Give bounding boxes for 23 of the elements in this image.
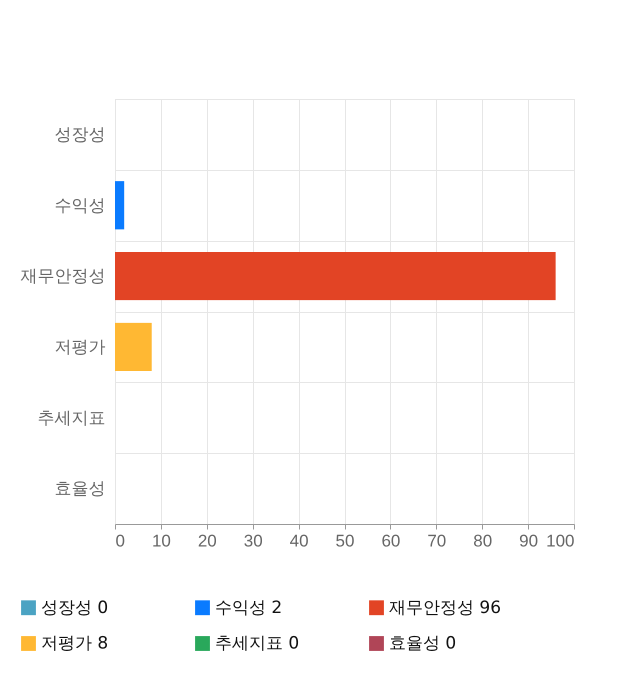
legend-label: 추세지표 0 [215, 634, 300, 654]
x-tick-label: 70 [427, 532, 446, 550]
legend-label: 성장성 0 [41, 598, 108, 618]
legend-label: 수익성 2 [215, 598, 282, 618]
legend-label: 저평가 8 [41, 634, 108, 654]
x-tick-label: 80 [473, 532, 492, 550]
y-tick-label: 효율성 [54, 479, 106, 500]
x-tick-label: 60 [381, 532, 400, 550]
x-tick-label: 40 [290, 532, 309, 550]
y-tick-label: 저평가 [54, 337, 106, 358]
x-tick-label: 50 [336, 532, 354, 550]
y-tick-label: 재무안정성 [20, 266, 106, 287]
y-tick-label: 수익성 [54, 196, 106, 216]
legend-label: 재무안정성 96 [389, 598, 502, 618]
legend-label: 효율성 0 [389, 634, 456, 654]
x-tick-label: 100 [546, 532, 574, 550]
x-tick-label: 0 [116, 532, 125, 550]
y-tick-label: 추세지표 [38, 408, 106, 428]
y-tick-label: 성장성 [54, 124, 106, 145]
x-tick-label: 30 [244, 532, 263, 550]
x-tick-label: 20 [198, 532, 217, 550]
x-tick-label: 90 [519, 532, 538, 550]
x-tick-label: 10 [152, 532, 171, 550]
